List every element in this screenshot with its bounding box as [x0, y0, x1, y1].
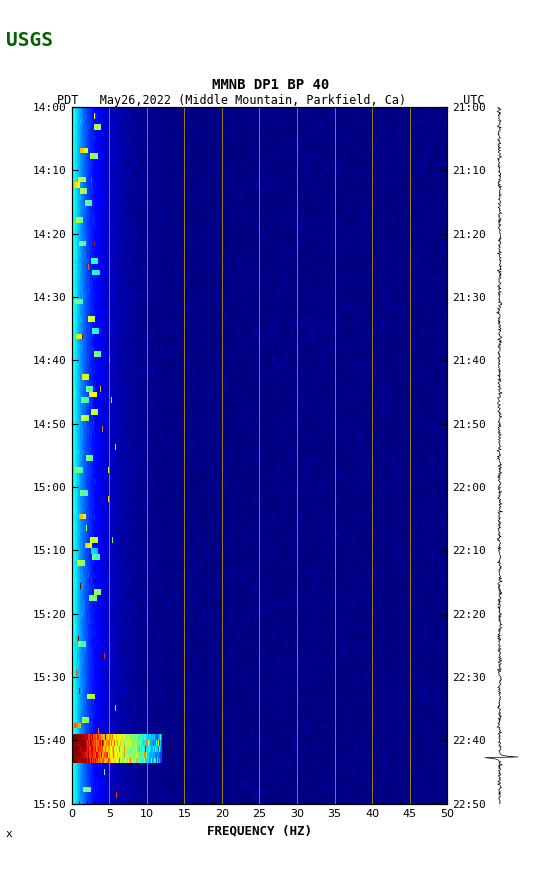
Text: USGS: USGS — [6, 31, 52, 50]
X-axis label: FREQUENCY (HZ): FREQUENCY (HZ) — [207, 824, 312, 837]
Text: x: x — [6, 830, 12, 839]
Text: PDT   May26,2022 (Middle Mountain, Parkfield, Ca)        UTC: PDT May26,2022 (Middle Mountain, Parkfie… — [57, 94, 484, 106]
Text: MMNB DP1 BP 40: MMNB DP1 BP 40 — [212, 78, 329, 92]
